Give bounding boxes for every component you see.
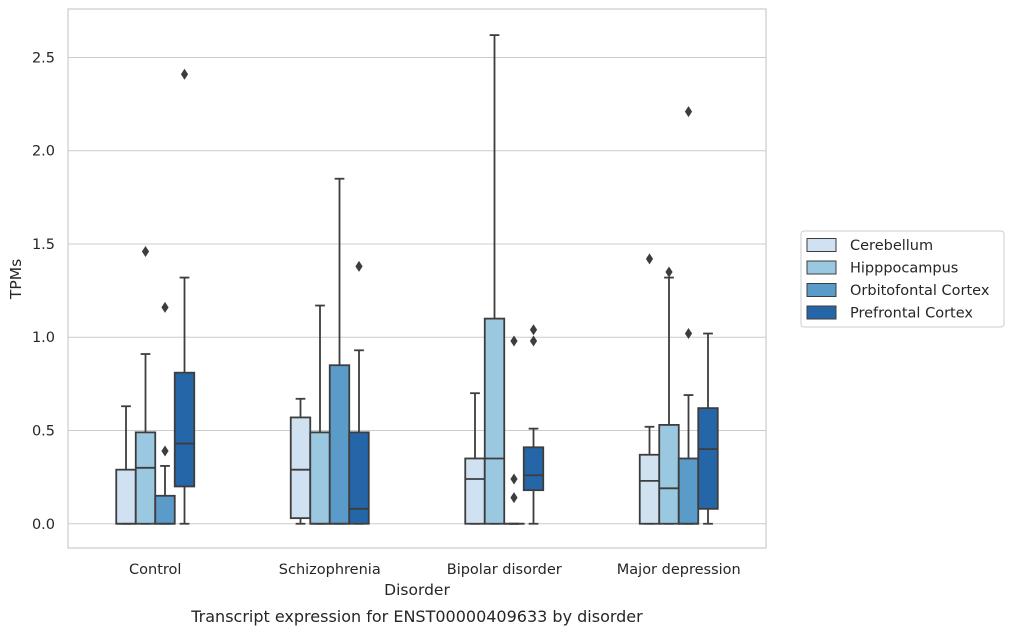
iqr-box — [328, 364, 351, 525]
iqr-box — [134, 431, 157, 525]
iqr-box — [154, 494, 176, 525]
outlier-point — [180, 68, 189, 80]
x-tick-label: Schizophrenia — [279, 562, 381, 578]
legend-label: Prefrontal Cortex — [850, 306, 973, 322]
iqr-box — [289, 416, 312, 520]
y-tick-label: 1.5 — [32, 237, 55, 253]
x-tick-label: Bipolar disorder — [447, 562, 562, 578]
outlier-point — [684, 106, 693, 118]
plot-frame — [67, 8, 767, 549]
legend-swatch — [806, 283, 837, 297]
box-group — [348, 260, 370, 525]
legend-label: Orbitofontal Cortex — [850, 283, 990, 299]
legend-swatch — [806, 305, 837, 320]
box-group — [483, 34, 506, 525]
outlier-point — [161, 301, 169, 313]
iqr-box — [464, 457, 486, 525]
box-group — [154, 301, 176, 525]
iqr-box — [115, 468, 137, 525]
box-group — [697, 332, 719, 525]
y-tick-label: 0.0 — [32, 517, 55, 533]
outlier-point — [529, 335, 538, 347]
box-group — [522, 324, 545, 525]
outlier-point — [510, 335, 518, 347]
x-tick-label: Major depression — [617, 562, 741, 578]
outlier-point — [645, 253, 654, 265]
y-tick-label: 2.0 — [32, 144, 55, 160]
iqr-box — [309, 431, 331, 525]
outlier-point — [684, 328, 693, 340]
box-group — [658, 266, 680, 525]
box-group — [677, 106, 700, 525]
outlier-point — [141, 245, 150, 257]
iqr-box — [638, 453, 661, 525]
outlier-point — [161, 445, 169, 457]
outlier-point — [510, 473, 518, 485]
iqr-box — [697, 407, 719, 510]
legend-swatch — [806, 238, 837, 252]
box-group — [134, 245, 157, 525]
legend-swatch — [806, 260, 837, 275]
box-group — [464, 392, 486, 525]
y-tick-labels: 0.0 0.5 1.0 1.5 2.0 2.5 — [32, 50, 55, 532]
iqr-box — [348, 431, 370, 525]
legend: Cerebellum Hipppocampus Orbitofontal Corte… — [800, 230, 1005, 328]
iqr-box — [522, 446, 545, 492]
box-group — [503, 335, 525, 525]
outlier-point — [665, 266, 673, 278]
iqr-box — [483, 317, 506, 525]
iqr-box — [677, 457, 700, 525]
box-group — [328, 177, 351, 525]
plot-boxes — [115, 34, 719, 525]
box-group — [309, 304, 331, 525]
outlier-point — [529, 324, 538, 336]
x-tick-label: Control — [129, 562, 181, 578]
x-axis-label: Disorder — [384, 581, 450, 599]
legend-label: Hipppocampus — [850, 261, 958, 277]
box-group — [173, 68, 196, 525]
legend-frame — [800, 230, 1005, 328]
y-axis-label: TPMs — [7, 259, 25, 300]
legend-label: Cerebellum — [850, 238, 933, 254]
y-tick-label: 0.5 — [32, 424, 55, 440]
y-tick-label: 2.5 — [32, 50, 55, 66]
iqr-box — [173, 371, 196, 488]
box-group — [115, 405, 137, 525]
outlier-point — [355, 260, 363, 272]
chart-caption: Transcript expression for ENST0000040963… — [190, 607, 643, 626]
iqr-box — [658, 424, 680, 525]
y-tick-label: 1.0 — [32, 330, 55, 346]
box-group — [289, 397, 312, 525]
outlier-point — [510, 492, 518, 504]
box-group — [638, 253, 661, 525]
x-tick-labels: Control Schizophrenia Bipolar disorder Majo… — [129, 562, 741, 578]
